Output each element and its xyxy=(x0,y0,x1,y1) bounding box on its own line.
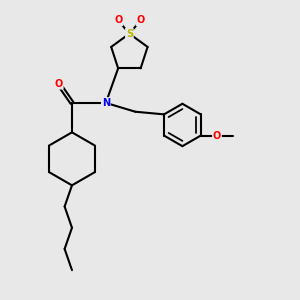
Text: S: S xyxy=(126,29,133,39)
Text: O: O xyxy=(55,79,63,89)
Text: O: O xyxy=(213,130,221,141)
Text: O: O xyxy=(136,15,145,26)
Text: O: O xyxy=(114,15,122,26)
Text: N: N xyxy=(102,98,110,108)
